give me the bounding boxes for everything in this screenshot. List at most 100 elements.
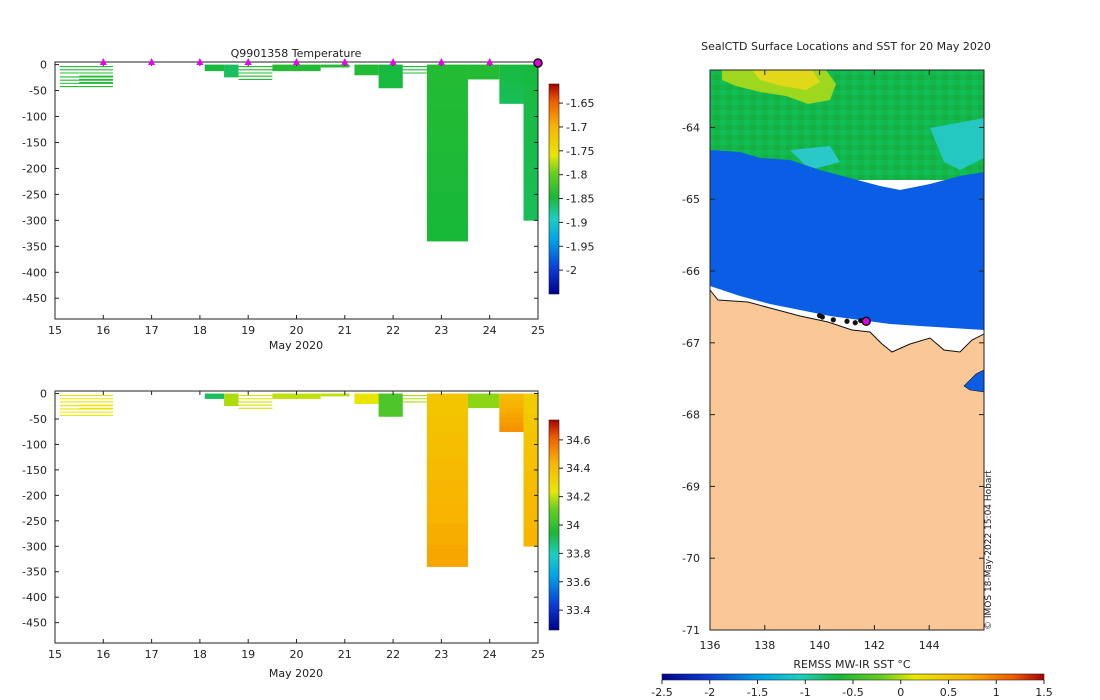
map-x-tick-label: 144 xyxy=(919,639,940,652)
x-tick-label: 17 xyxy=(145,324,159,337)
salinity-x-axis-label: May 2020 xyxy=(269,667,323,680)
sst-map-panel: SealCTD Surface Locations and SST for 20… xyxy=(651,40,1052,699)
salinity-colorbar xyxy=(548,419,560,631)
profile-cast-12 xyxy=(467,393,500,409)
sst-inlet xyxy=(963,369,984,393)
profile-cast-13 xyxy=(499,393,524,433)
temperature-profiles xyxy=(59,64,538,242)
y-tick-label: 0 xyxy=(40,388,47,401)
colorbar-tick-label: -1.7 xyxy=(566,121,587,134)
y-tick-label: -350 xyxy=(22,240,47,253)
colorbar-tick-label: 34.6 xyxy=(566,434,591,447)
x-tick-label: 21 xyxy=(338,324,352,337)
map-title: SealCTD Surface Locations and SST for 20… xyxy=(701,40,991,53)
sst-cool-patch-west xyxy=(790,146,840,170)
profile-cast-4 xyxy=(224,393,239,407)
y-tick-label: -100 xyxy=(22,438,47,451)
profile-cast-12 xyxy=(467,64,500,80)
sst-colorbar-tick-label: 0 xyxy=(897,686,904,699)
x-tick-label: 24 xyxy=(483,648,497,661)
profile-cast-1 xyxy=(59,76,113,88)
temperature-colorbar-ticks: -1.65 -1.7 -1.75 -1.8 -1.85 -1.9 -1.95 -2 xyxy=(559,97,594,277)
sst-colorbar-tick-label: -0.5 xyxy=(842,686,863,699)
colorbar-tick-label: 34.2 xyxy=(566,491,591,504)
seal-track-point xyxy=(830,317,836,323)
y-tick-label: -150 xyxy=(22,136,47,149)
temperature-x-axis-label: May 2020 xyxy=(269,339,323,352)
sst-colorbar-tick-label: 1.5 xyxy=(1035,686,1053,699)
current-seal-position xyxy=(861,316,871,327)
map-x-tick-label: 136 xyxy=(700,639,721,652)
x-tick-label: 19 xyxy=(241,648,255,661)
imos-credit-text: © IMOS 18-May-2022 15:04 Hobart xyxy=(984,470,994,630)
profile-cast-8 xyxy=(354,64,379,76)
y-tick-label: -350 xyxy=(22,566,47,579)
profile-cast-3 xyxy=(204,64,225,72)
sst-colorbar-tick-label: 0.5 xyxy=(940,686,958,699)
colorbar-tick-label: 33.6 xyxy=(566,576,591,589)
profile-cast-7 xyxy=(320,393,350,397)
profile-cast-1 xyxy=(59,405,113,416)
x-tick-label: 23 xyxy=(434,648,448,661)
y-tick-label: -150 xyxy=(22,464,47,477)
colorbar-tick-label: -2 xyxy=(566,264,577,277)
x-tick-label: 16 xyxy=(96,324,110,337)
map-y-tick-label: -70 xyxy=(682,552,700,565)
profile-cast-10 xyxy=(402,66,427,74)
sst-cool-patch-east xyxy=(930,118,984,170)
seal-track-points xyxy=(817,312,871,327)
y-tick-label: -200 xyxy=(22,489,47,502)
colorbar-tick-label: 33.4 xyxy=(566,604,591,617)
sst-colorbar-tick-label: -2 xyxy=(704,686,715,699)
x-tick-label: 20 xyxy=(290,648,304,661)
profile-cast-5 xyxy=(238,66,273,80)
surface-marker xyxy=(437,58,445,65)
sst-colorbar-tick-label: -2.5 xyxy=(651,686,672,699)
map-x-tick-label: 140 xyxy=(809,639,830,652)
profile-cast-3 xyxy=(204,393,225,399)
salinity-x-ticks: 15 16 17 18 19 20 21 22 23 24 25 xyxy=(48,391,545,661)
sst-colorbar xyxy=(661,673,1045,681)
y-tick-label: -250 xyxy=(22,515,47,528)
x-tick-label: 18 xyxy=(193,324,207,337)
sst-colorbar-tick-label: -1.5 xyxy=(747,686,768,699)
profile-cast-13 xyxy=(499,64,524,104)
temperature-y-ticks: 0 -50 -100 -150 -200 -250 -300 -350 -400 -450 xyxy=(22,59,538,305)
x-tick-label: 16 xyxy=(96,648,110,661)
y-tick-label: -50 xyxy=(29,85,47,98)
seal-track-point xyxy=(844,318,850,324)
map-latitude-ticks: -64 -65 -66 -67 -68 -69 -70 -71 xyxy=(682,121,984,637)
temperature-panel: 15 16 17 18 19 20 21 22 23 24 25 0 -50 -100 -150 -200 -… xyxy=(22,47,594,352)
antarctic-land xyxy=(710,289,984,630)
surface-marker xyxy=(99,58,107,65)
y-tick-label: -50 xyxy=(29,413,47,426)
profile-cast-10 xyxy=(402,394,427,403)
map-longitude-ticks: 136 138 140 142 144 xyxy=(700,70,940,652)
temperature-x-ticks: 15 16 17 18 19 20 21 22 23 24 25 xyxy=(48,62,545,337)
current-position-marker xyxy=(533,58,543,68)
map-y-tick-label: -67 xyxy=(682,337,700,350)
sst-cold-band xyxy=(710,150,984,340)
profile-cast-6 xyxy=(272,393,321,399)
colorbar-tick-label: 33.8 xyxy=(566,547,591,560)
profile-cast-0 xyxy=(59,66,80,74)
sst-colorbar-ticks: -2.5 -2 -1.5 -1 -0.5 0 0.5 1 1.5 xyxy=(651,680,1053,699)
x-tick-label: 22 xyxy=(386,648,400,661)
y-tick-label: -100 xyxy=(22,111,47,124)
y-tick-label: -300 xyxy=(22,214,47,227)
sst-colorbar-label: REMSS MW-IR SST °C xyxy=(793,658,911,671)
sst-colorbar-tick-label: 1 xyxy=(993,686,1000,699)
surface-marker xyxy=(293,58,300,65)
salinity-profiles xyxy=(59,393,538,567)
salinity-y-ticks: 0 -50 -100 -150 -200 -250 -300 -350 -400 -450 xyxy=(22,388,538,630)
y-tick-label: -200 xyxy=(22,162,47,175)
colorbar-tick-label: -1.65 xyxy=(566,97,594,110)
sst-warmest-patch xyxy=(752,70,820,90)
surface-marker xyxy=(486,58,494,65)
y-tick-label: -450 xyxy=(22,617,47,630)
x-tick-label: 25 xyxy=(531,648,545,661)
profile-cast-4 xyxy=(224,64,239,78)
profile-cast-2 xyxy=(79,394,113,409)
sst-field xyxy=(710,70,984,630)
